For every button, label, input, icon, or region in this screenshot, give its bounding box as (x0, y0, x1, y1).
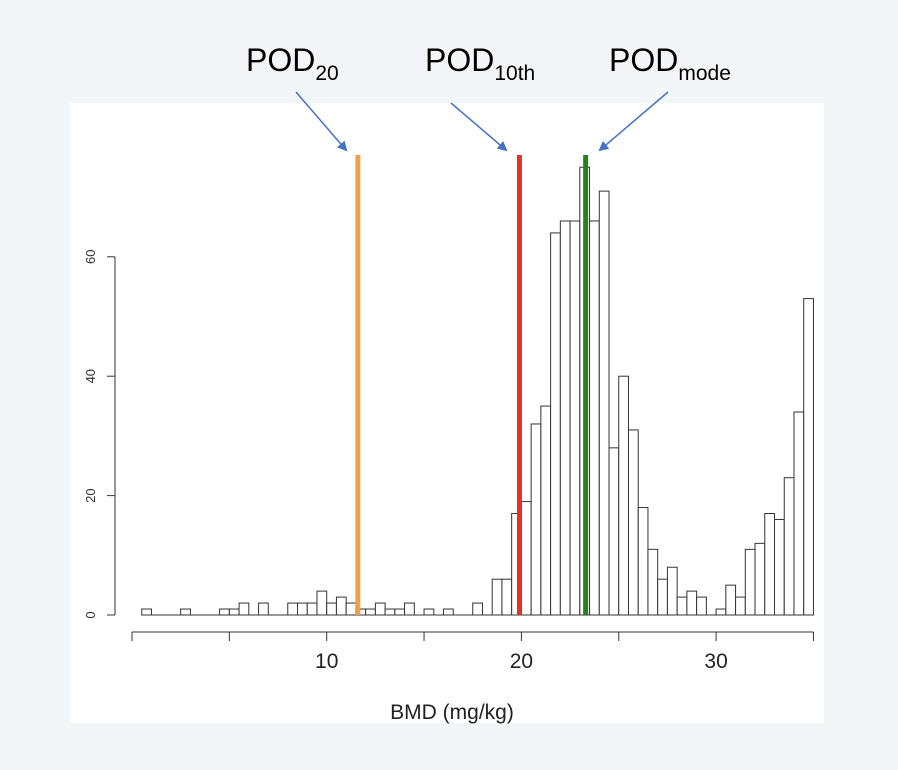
histogram-bar (384, 608, 396, 616)
histogram-bar (296, 602, 308, 616)
histogram-bar (219, 608, 230, 616)
histogram-bar (735, 596, 746, 616)
histogram-bar (783, 477, 795, 616)
histogram-bar (803, 298, 814, 616)
y-tick-label: 40 (83, 369, 98, 383)
histogram-bar (345, 602, 357, 616)
histogram-bar (365, 608, 376, 616)
histogram-bars (141, 166, 814, 616)
histogram-bar (637, 507, 649, 616)
y-axis: 0 20 40 60 (83, 250, 116, 619)
histogram-bar (374, 602, 386, 616)
histogram-bar (598, 190, 610, 616)
histogram-bar (657, 578, 668, 616)
histogram-bar (443, 608, 454, 616)
histogram-bar (540, 405, 552, 616)
histogram-bar (754, 542, 766, 616)
pod-label-main: POD (425, 42, 495, 78)
histogram-bar (676, 596, 688, 616)
pod-label-20: POD20 (246, 42, 339, 85)
annotation-arrows (295, 91, 669, 152)
plot-panel (70, 103, 824, 723)
pod-lines (355, 155, 589, 615)
pod-label-10th: POD10th (425, 42, 535, 85)
histogram-bar (238, 602, 250, 616)
x-tick-label: 10 (315, 650, 338, 673)
histogram-bar (618, 375, 629, 616)
histogram-bar (423, 608, 435, 616)
histogram-bar (404, 602, 415, 616)
histogram-bar (589, 220, 600, 616)
histogram-bar (520, 501, 532, 616)
histogram-bar (258, 602, 269, 616)
pod-label-subscript: mode (678, 62, 731, 85)
histogram-bar (715, 608, 727, 616)
histogram-bar (647, 548, 659, 616)
annotation-arrow (295, 91, 348, 152)
histogram-bar (666, 566, 678, 616)
histogram-bar (686, 590, 698, 616)
pod-label-subscript: 10th (494, 62, 536, 85)
x-tick-label: 30 (704, 650, 727, 673)
histogram-bar (550, 232, 561, 616)
histogram-bar (326, 602, 337, 616)
x-axis-title: BMD (mg/kg) (390, 701, 514, 724)
pod-label-subscript: 20 (315, 62, 339, 85)
y-tick-label: 60 (83, 250, 98, 264)
annotation-arrow (598, 91, 669, 152)
x-tick-label: 20 (510, 650, 533, 673)
histogram-bar (335, 596, 347, 616)
histogram-bar (228, 608, 240, 616)
histogram-bar (569, 220, 581, 616)
histogram-bar (559, 220, 571, 616)
pod-label-main: POD (609, 42, 679, 78)
histogram-bar (306, 602, 318, 616)
histogram-bar (774, 518, 785, 616)
x-axis: 10 20 30 (131, 631, 814, 673)
histogram-bar (627, 429, 639, 616)
histogram-bar (141, 608, 152, 616)
annotation-arrow (450, 102, 508, 152)
histogram-bar (501, 578, 513, 616)
pod-label-main: POD (246, 42, 316, 78)
histogram-bar (725, 584, 737, 616)
histogram-bar (394, 608, 406, 616)
y-tick-label: 20 (83, 488, 98, 502)
histogram-bar (287, 602, 298, 616)
histogram-bar (793, 411, 805, 616)
histogram-bar (491, 578, 503, 616)
histogram-bar (764, 513, 776, 616)
pod-label-mode: PODmode (609, 42, 731, 85)
histogram-bar (530, 423, 542, 616)
histogram-bar (696, 596, 707, 616)
histogram-bar (316, 590, 328, 616)
histogram-bar (744, 548, 756, 616)
y-tick-label: 0 (83, 611, 98, 618)
histogram-bar (608, 447, 620, 616)
histogram-bar (472, 602, 483, 616)
histogram-bar (180, 608, 191, 616)
